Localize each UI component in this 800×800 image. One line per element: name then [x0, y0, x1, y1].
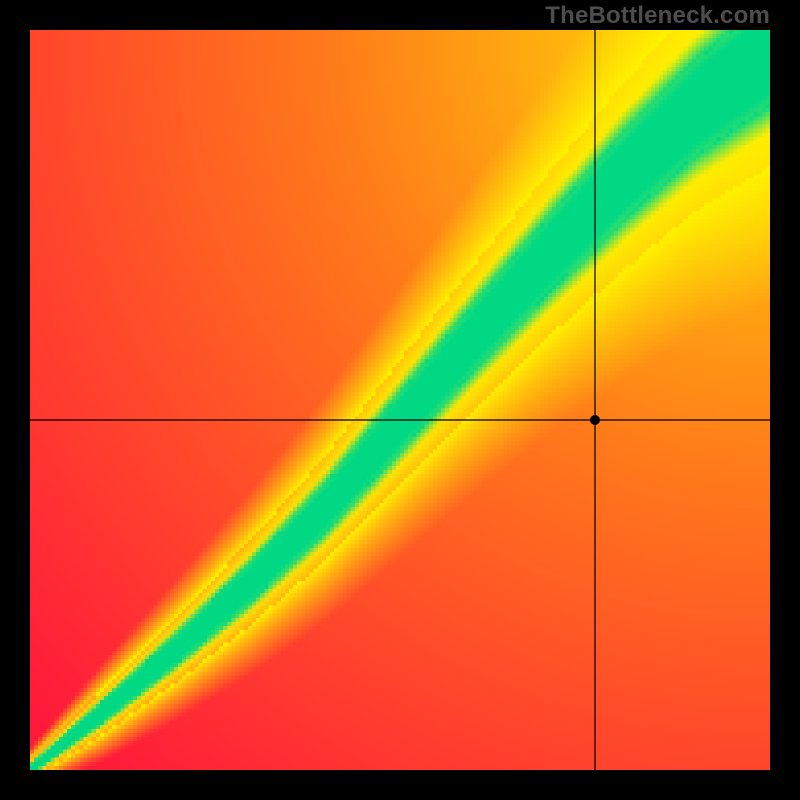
bottleneck-heatmap-figure: TheBottleneck.com: [0, 0, 800, 800]
heatmap-canvas: [30, 30, 770, 770]
watermark-text: TheBottleneck.com: [545, 2, 770, 30]
